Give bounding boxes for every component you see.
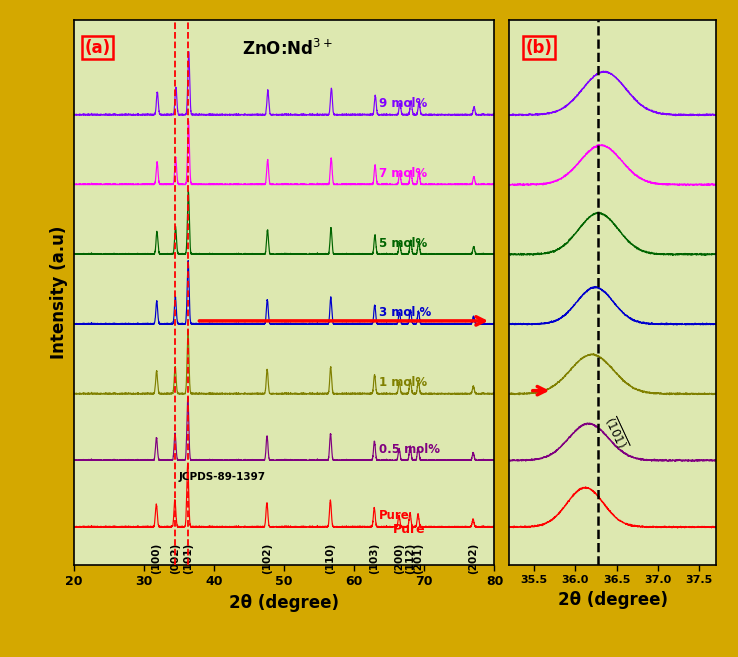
Text: (100): (100) xyxy=(151,543,162,574)
Text: 9 mol%: 9 mol% xyxy=(379,97,427,110)
Text: ZnO:Nd$^{3+}$: ZnO:Nd$^{3+}$ xyxy=(242,39,333,59)
Text: 1 mol%: 1 mol% xyxy=(379,376,427,389)
Text: (b): (b) xyxy=(525,39,553,57)
Text: (110): (110) xyxy=(325,543,335,574)
Text: (103): (103) xyxy=(369,543,379,574)
Text: (102): (102) xyxy=(262,543,272,574)
Y-axis label: Intensity (a.u): Intensity (a.u) xyxy=(50,225,68,359)
Text: (201): (201) xyxy=(413,543,423,574)
Text: $\overline{(101)}$: $\overline{(101)}$ xyxy=(601,414,631,452)
Text: JCPDS-89-1397: JCPDS-89-1397 xyxy=(179,472,266,482)
Text: Pure: Pure xyxy=(393,524,425,536)
Text: 7 mol%: 7 mol% xyxy=(379,167,427,180)
Text: 0.5 mol%: 0.5 mol% xyxy=(379,443,440,456)
X-axis label: 2θ (degree): 2θ (degree) xyxy=(557,591,668,609)
Text: (101): (101) xyxy=(183,543,193,574)
Text: 5 mol%: 5 mol% xyxy=(379,237,427,250)
Text: (200): (200) xyxy=(394,543,404,574)
Text: Pure: Pure xyxy=(379,509,410,522)
Text: (a): (a) xyxy=(84,39,111,57)
X-axis label: 2θ (degree): 2θ (degree) xyxy=(229,594,339,612)
Text: (202): (202) xyxy=(468,543,478,574)
Text: (002): (002) xyxy=(170,543,180,574)
Text: 3 mol %: 3 mol % xyxy=(379,306,431,319)
Text: (112): (112) xyxy=(405,543,415,574)
